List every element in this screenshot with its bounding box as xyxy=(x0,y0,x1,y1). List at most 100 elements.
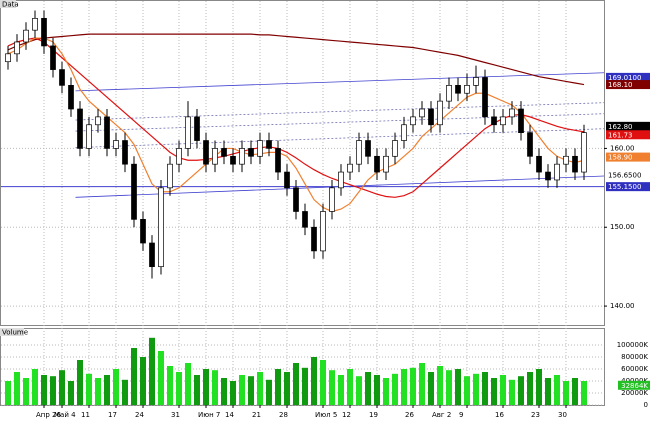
candle-body xyxy=(491,116,497,126)
volume-bar xyxy=(527,372,533,405)
candle-body xyxy=(464,85,470,94)
price-tag xyxy=(606,72,650,82)
x-tick-label: 17 xyxy=(108,411,117,419)
candle-body xyxy=(437,100,443,126)
volume-tick-label: 60000K xyxy=(621,365,648,373)
candle-body xyxy=(275,148,281,173)
volume-bar xyxy=(230,381,236,405)
candle-body xyxy=(140,219,146,244)
price-tag xyxy=(606,152,650,162)
y-tick-label: 140.00 xyxy=(610,302,635,310)
panel-label: Data xyxy=(2,1,19,9)
volume-bar xyxy=(122,379,128,405)
volume-bar xyxy=(572,378,578,405)
price-tag-label: 161.73 xyxy=(608,131,633,139)
volume-bar xyxy=(545,378,551,405)
volume-bar xyxy=(554,375,560,405)
volume-bar xyxy=(131,348,137,405)
candle-body xyxy=(77,108,83,149)
volume-bar xyxy=(563,381,569,405)
volume-bar xyxy=(392,373,398,405)
candle-body xyxy=(509,108,515,118)
moving-average xyxy=(7,33,585,86)
price-tag-label: 158.90 xyxy=(608,154,633,162)
volume-bar xyxy=(239,375,245,405)
volume-bar xyxy=(158,351,164,405)
candle-body xyxy=(230,155,236,165)
candle-body xyxy=(374,155,380,173)
price-tag-label: 156.6500 xyxy=(608,171,641,179)
volume-bar xyxy=(248,376,254,405)
y-tick-label: 160.00 xyxy=(610,144,635,152)
candle-body xyxy=(32,17,38,31)
volume-panel xyxy=(0,328,605,406)
candle-body xyxy=(500,116,506,126)
volume-bar xyxy=(383,378,389,405)
candle-body xyxy=(554,163,560,181)
volume-tag-label: 32864K xyxy=(621,382,648,390)
candle-body xyxy=(113,140,119,149)
volume-bar xyxy=(77,360,83,405)
candle-body xyxy=(176,148,182,165)
candle-body xyxy=(482,77,488,118)
moving-average xyxy=(7,37,585,198)
volume-bar xyxy=(455,369,461,405)
candle-body xyxy=(347,163,353,173)
candle-body xyxy=(293,187,299,212)
candle-body xyxy=(410,116,416,126)
candle-body xyxy=(221,148,227,157)
x-tick-label: 24 xyxy=(135,411,144,419)
volume-label: Volume xyxy=(2,329,28,337)
x-tick-label: 14 xyxy=(225,411,234,419)
x-tick-label: 26 xyxy=(405,411,414,419)
x-tick-label: 16 xyxy=(495,411,504,419)
x-tick-label: Июл 5 xyxy=(315,411,337,419)
volume-bar xyxy=(185,363,191,405)
x-tick-label: Авг 2 xyxy=(432,411,451,419)
volume-bar xyxy=(581,381,587,405)
candle-body xyxy=(284,171,290,189)
volume-bar xyxy=(50,376,56,405)
candle-body xyxy=(527,132,533,157)
candle-body xyxy=(338,171,344,189)
candle-body xyxy=(131,163,137,220)
x-tick-label: Июн 7 xyxy=(198,411,220,419)
volume-bar xyxy=(221,378,227,405)
price-tag-label: 169.0100 xyxy=(608,74,641,82)
price-tag-label: 168.10 xyxy=(608,81,633,89)
channel-line xyxy=(75,128,605,149)
volume-tag xyxy=(618,380,650,390)
volume-bar xyxy=(419,363,425,405)
candle-body xyxy=(401,124,407,141)
candle-body xyxy=(311,226,317,252)
candle-body xyxy=(185,116,191,149)
volume-bar xyxy=(482,372,488,405)
candle-body xyxy=(203,140,209,165)
volume-bar xyxy=(104,375,110,405)
candle-body xyxy=(329,187,335,212)
volume-bar xyxy=(5,381,11,405)
price-tag-label: 162.80 xyxy=(608,123,633,131)
volume-bar xyxy=(536,369,542,405)
price-tag-label: 155.1500 xyxy=(608,183,641,191)
candle-body xyxy=(248,148,254,157)
volume-bar xyxy=(446,370,452,405)
volume-bar xyxy=(68,381,74,405)
x-tick-label: 21 xyxy=(252,411,261,419)
candle-body xyxy=(383,155,389,173)
candle-body xyxy=(572,155,578,173)
channel-line xyxy=(75,72,605,92)
candle-body xyxy=(545,171,551,181)
volume-bar xyxy=(428,372,434,405)
x-tick-label: 28 xyxy=(279,411,288,419)
candle-body xyxy=(5,53,11,63)
price-panel xyxy=(0,0,605,326)
candle-body xyxy=(104,116,110,149)
volume-bar xyxy=(284,372,290,405)
x-tick-label: 11 xyxy=(81,411,90,419)
volume-tick-label: 0 xyxy=(644,401,648,409)
candle-body xyxy=(419,108,425,118)
volume-bar xyxy=(194,375,200,405)
candle-body xyxy=(428,108,434,126)
